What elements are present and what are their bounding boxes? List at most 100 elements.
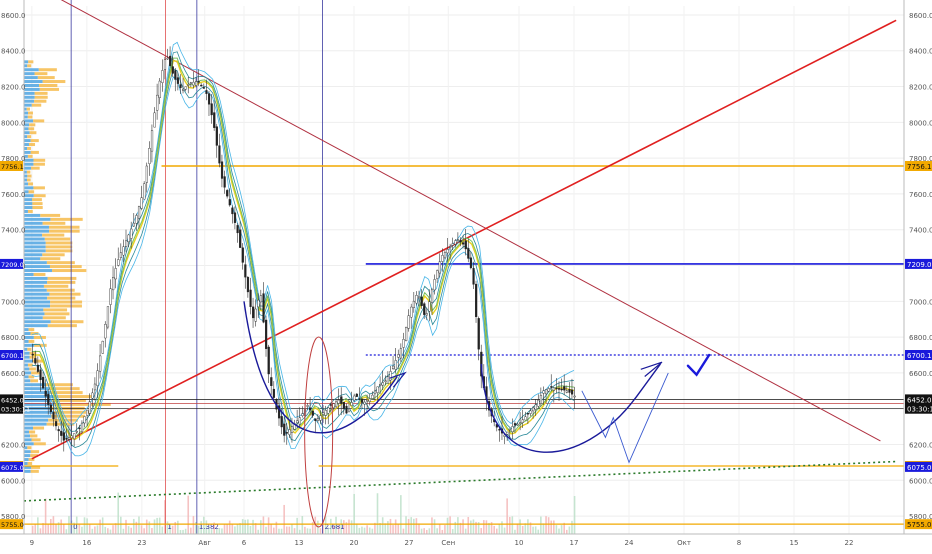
- x-tick-label: 6: [242, 539, 247, 547]
- vp-bar-down: [34, 99, 47, 103]
- volume-bar: [402, 528, 405, 534]
- candle-body: [96, 370, 99, 386]
- candle-body: [267, 346, 270, 375]
- vp-bar-up: [24, 395, 54, 399]
- candle-body: [547, 388, 550, 392]
- candle-body: [298, 417, 301, 425]
- candle-body: [166, 57, 169, 60]
- vp-bar-up: [24, 186, 34, 190]
- volume-bar: [451, 529, 454, 534]
- candle-body: [368, 398, 371, 402]
- vp-bar-up: [24, 253, 43, 257]
- candle-body: [187, 84, 190, 86]
- price-label-right-bg: [905, 519, 932, 530]
- volume-bar: [470, 520, 472, 534]
- vp-bar-down: [50, 320, 84, 324]
- candle-body: [99, 355, 102, 372]
- volume-bar: [407, 518, 410, 534]
- volume-bar: [83, 517, 86, 534]
- volume-bar: [563, 522, 565, 534]
- candle-body: [223, 176, 226, 188]
- candle-body: [311, 410, 314, 416]
- volume-bar: [495, 528, 498, 534]
- candle-body: [158, 80, 161, 98]
- volume-bar: [381, 517, 384, 534]
- vp-bar-down: [49, 292, 81, 296]
- candle-body: [135, 215, 138, 224]
- volume-bar: [394, 519, 397, 534]
- vp-bar-down: [28, 375, 35, 379]
- vp-bar-up: [24, 426, 34, 430]
- volume-bar: [278, 528, 280, 534]
- volume-bar: [288, 526, 291, 534]
- candle-body: [57, 429, 60, 432]
- vp-bar-down: [27, 174, 32, 178]
- volume-bar: [236, 523, 239, 534]
- candle-body: [363, 401, 366, 405]
- x-tick-label: 8: [737, 539, 741, 547]
- vp-bar-up: [24, 64, 28, 68]
- vp-bar-up: [24, 280, 48, 284]
- vp-bar-up: [24, 209, 28, 213]
- volume-bar: [498, 524, 501, 534]
- candle-body: [472, 268, 475, 285]
- volume-bar: [280, 528, 283, 534]
- vp-bar-up: [24, 158, 34, 162]
- vp-bar-down: [28, 328, 35, 332]
- volume-bar: [483, 520, 485, 534]
- vp-bar-up: [24, 402, 54, 406]
- candle-body: [358, 398, 361, 400]
- vp-bar-down: [28, 190, 35, 194]
- volume-bar: [529, 522, 532, 534]
- candle-body: [462, 242, 465, 245]
- volume-bar: [573, 495, 576, 534]
- vp-bar-up: [24, 296, 48, 300]
- candle-body: [322, 412, 325, 415]
- volume-bar: [555, 525, 558, 534]
- candle-body: [60, 430, 63, 436]
- volume-bar: [57, 522, 60, 534]
- vp-bar-down: [27, 347, 32, 351]
- candle-body: [332, 403, 335, 408]
- vp-bar-up: [24, 131, 30, 135]
- price-label-left-bg: [0, 258, 23, 269]
- volume-bar: [42, 523, 44, 534]
- cup-arrow-left: [389, 371, 407, 388]
- candle-body: [573, 395, 576, 398]
- vp-bar-up: [24, 398, 52, 402]
- candle-body: [350, 402, 353, 406]
- candle-body: [415, 295, 418, 304]
- candle-body: [80, 422, 84, 433]
- x-tick-label: Окт: [677, 539, 691, 547]
- volume-bar: [571, 520, 573, 534]
- candle-body: [205, 90, 208, 94]
- candle-body: [430, 289, 434, 303]
- volume-bar: [135, 521, 138, 534]
- volume-bar: [410, 517, 413, 534]
- vp-bar-up: [24, 379, 31, 383]
- vp-bar-up: [24, 225, 49, 229]
- vp-bar-up: [24, 143, 29, 147]
- vp-bar-down: [27, 135, 32, 139]
- volume-bar: [109, 529, 112, 534]
- y-tick-label-left: 8200.0: [1, 84, 26, 92]
- vp-bar-up: [24, 217, 51, 221]
- volume-bar: [480, 528, 483, 534]
- price-label-right-bg: [905, 461, 932, 472]
- candle-body: [228, 199, 231, 206]
- candle-body: [420, 296, 423, 306]
- y-tick-label-right: 7800.0: [909, 155, 932, 163]
- price-label-right: 03:30:11: [907, 406, 932, 414]
- candle-body: [425, 313, 428, 316]
- volume-bar: [397, 524, 400, 534]
- trendline-descending: [60, 0, 881, 442]
- volume-bar: [164, 500, 166, 534]
- x-tick-label: 13: [295, 539, 304, 547]
- trendline-ascending: [31, 19, 897, 460]
- candle-body: [327, 407, 330, 414]
- volume-bar: [343, 520, 345, 534]
- volume-bar: [420, 528, 423, 534]
- volume-bar: [355, 523, 358, 534]
- volume-bar: [558, 528, 560, 534]
